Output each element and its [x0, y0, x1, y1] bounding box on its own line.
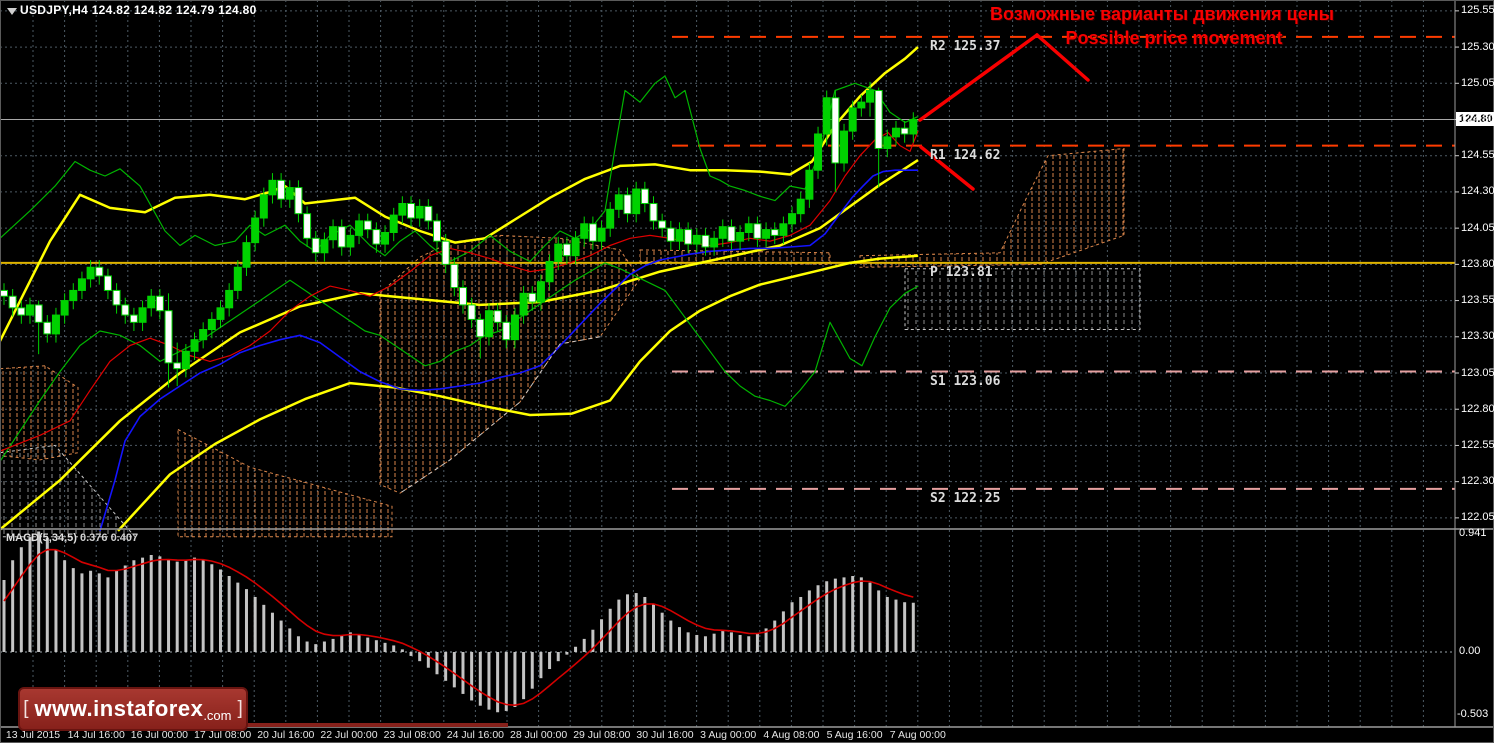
price-tick-label: 125.05: [1461, 76, 1494, 89]
envelope-upper-green: [0, 75, 919, 263]
price-tick-label: 124.05: [1461, 221, 1494, 234]
current-price-tag: 124.80: [1456, 112, 1494, 126]
logo-bracket-right: ]: [237, 698, 243, 719]
logo-bracket-left: [: [23, 698, 29, 719]
price-tick-label: 122.55: [1461, 438, 1494, 451]
pivot-label-S1: S1 123.06: [930, 373, 1001, 389]
price-tick-label: 123.30: [1461, 330, 1494, 343]
time-tick-label: 3 Aug 00:00: [700, 729, 757, 741]
time-tick-label: 30 Jul 16:00: [636, 729, 694, 741]
time-tick-label: 29 Jul 08:00: [573, 729, 631, 741]
price-tick-label: 124.55: [1461, 149, 1494, 162]
time-tick-label: 22 Jul 00:00: [320, 729, 378, 741]
senkou-white-dashed: [399, 336, 601, 494]
price-tick-label: 122.05: [1461, 511, 1494, 524]
annotation-text-en: Possible price movement: [1065, 28, 1283, 48]
price-tick-label: 123.05: [1461, 366, 1494, 379]
time-tick-label: 7 Aug 00:00: [889, 729, 946, 741]
time-tick-label: 24 Jul 16:00: [446, 729, 504, 741]
price-tick-label: 122.30: [1461, 475, 1494, 488]
scenario-pullback-from-r2: [1035, 33, 1090, 82]
kumo-future-lower: [904, 268, 1141, 330]
price-tick-label: 123.80: [1461, 257, 1494, 270]
instaforex-logo: [www.instaforex .com]: [18, 687, 248, 731]
time-tick-label: 16 Jul 00:00: [130, 729, 188, 741]
annotation-text-ru: Возможные варианты движения цены: [990, 4, 1334, 24]
macd-indicator-label: MACD(5,34,5) 0.376 0.407: [6, 532, 139, 544]
scenario-arrows-layer: [918, 33, 1090, 191]
pivot-label-P: P 123.81: [930, 264, 993, 280]
logo-text: www.instaforex: [34, 696, 204, 721]
bollinger-lower-yellow: [117, 254, 919, 532]
time-tick-label: 23 Jul 08:00: [383, 729, 441, 741]
time-tick-label: 28 Jul 00:00: [509, 729, 568, 741]
symbol-dropdown-icon: [7, 8, 17, 15]
pivot-label-R1: R1 124.62: [930, 147, 1001, 163]
kumo-mid-left: [177, 428, 393, 538]
ichimoku-cloud-layer: [0, 147, 1141, 538]
macd-panel: [0, 531, 1455, 713]
price-tick-label: 124.30: [1461, 185, 1494, 198]
macd-scale-top: 0.941: [1459, 527, 1487, 539]
kumo-thin-band: [639, 249, 831, 265]
logo-suffix: .com: [203, 708, 232, 723]
price-tick-label: 122.80: [1461, 402, 1494, 415]
price-tick-label: 124.80: [1461, 113, 1494, 125]
pivot-label-R2: R2 125.37: [930, 38, 1001, 54]
macd-value-histogram: 0.376: [79, 532, 108, 544]
kijun-blue: [99, 169, 918, 532]
kumo-left: [0, 365, 79, 461]
kumo-left-lower: [0, 444, 137, 538]
macd-scale-bottom: -0.503: [1457, 708, 1489, 720]
scenario-down-from-r1: [919, 145, 975, 191]
macd-scale-zero: 0.00: [1459, 645, 1481, 657]
price-tick-label: 123.55: [1461, 294, 1494, 307]
price-tick-label: 125.30: [1461, 40, 1494, 53]
candlestick-layer: [0, 81, 918, 388]
ma-mid-yellow: [0, 159, 919, 531]
logo-underline-strip: [30, 723, 508, 727]
bollinger-upper-yellow: [0, 46, 919, 342]
time-tick-label: 20 Jul 16:00: [257, 729, 315, 741]
macd-value-signal: 0.407: [110, 532, 139, 544]
pivot-label-S2: S2 122.25: [930, 490, 1001, 506]
time-tick-label: 14 Jul 16:00: [67, 729, 125, 741]
macd-signal-line: [3, 548, 914, 707]
kumo-mid: [379, 234, 641, 494]
time-tick-label: 13 Jul 2015: [5, 729, 61, 741]
symbol-title: USDJPY,H4 124.82 124.82 124.79 124.80: [20, 3, 257, 17]
time-tick-label: 17 Jul 08:00: [193, 729, 252, 741]
scenario-up-to-r2: [918, 33, 1039, 122]
time-tick-label: 4 Aug 08:00: [763, 729, 820, 741]
price-tick-label: 125.55: [1461, 4, 1494, 17]
time-tick-label: 5 Aug 16:00: [826, 729, 883, 741]
kumo-future: [859, 147, 1125, 268]
